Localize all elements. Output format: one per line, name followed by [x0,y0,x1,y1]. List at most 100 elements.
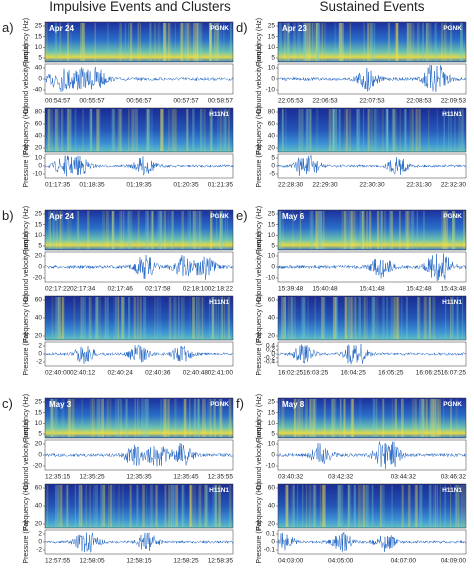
spectrogram-texture [226,297,229,339]
x-tick-label: 03:44:32 [391,474,417,481]
spectrogram-texture [163,399,167,437]
hydro-spectrogram [44,483,234,529]
spectrogram-texture [319,23,321,61]
spectrogram-texture [293,23,296,61]
spectrogram-texture [80,485,83,527]
spectrogram-texture [116,399,119,437]
date-label: May 6 [282,212,305,221]
spectrogram-texture [322,297,325,339]
spectrogram-texture [321,485,325,527]
spectrogram-texture [81,23,84,61]
spectrogram-texture [450,297,452,339]
spectrogram-texture [147,211,149,249]
spectrogram-texture [444,485,446,527]
spectrogram-texture [434,399,437,437]
y-tick-label: 10 [35,232,43,239]
spectrogram-texture [128,297,131,339]
spectrogram-texture [432,485,434,527]
spectrogram-texture [334,297,337,339]
spectrogram-texture [315,211,319,249]
spectrogram-texture [422,23,424,61]
x-tick-label: 12:35:25 [79,474,105,481]
spectrogram-texture [186,109,189,151]
spectrogram-texture [89,485,91,527]
seismic-spectrogram [277,21,467,63]
spectrogram-texture [120,297,124,339]
spectrogram-texture [394,23,397,61]
spectrogram-texture [220,297,224,339]
hydro-spectrogram [44,295,234,341]
y-axis-label: Frequency (Hz) [23,106,30,154]
spectrogram-texture [321,297,324,339]
spectrogram-texture [411,211,415,249]
spectrogram-texture [80,297,82,339]
spectrogram-texture [450,23,453,61]
spectrogram-texture [216,211,218,249]
panel-letter: e) [236,208,248,223]
spectrogram-texture [313,485,316,527]
spectrogram-texture [359,211,362,249]
x-tick-label: 16:07:25 [441,370,467,377]
x-tick-label: 22:30:30 [359,182,385,189]
y-axis-label: Ground velocity (um/s) [23,420,30,490]
spectrogram-texture [285,109,287,151]
spectrogram-texture [175,399,178,437]
spectrogram-texture [391,399,394,437]
spectrogram-texture [134,109,137,151]
y-tick-label: 10 [268,253,276,260]
spectrogram-texture [144,399,147,437]
spectrogram-texture [147,109,151,151]
spectrogram-texture [80,485,82,527]
spectrogram-texture [217,297,220,339]
y-tick-label: 5 [271,243,275,250]
spectrogram-texture [46,485,49,527]
y-tick-label: 5 [271,431,275,438]
spectrogram-texture [136,399,139,437]
spectrogram-texture [198,399,200,437]
spectrogram-texture [170,211,173,249]
x-tick-label: 02:40:00 [45,370,71,377]
panel-letter: f) [236,396,244,411]
spectrogram-texture [436,485,438,527]
spectrogram-texture [406,23,409,61]
spectrogram-texture [178,297,180,339]
spectrogram-texture [179,23,183,61]
spectrogram-texture [300,211,303,249]
spectrogram-texture [209,399,212,437]
x-tick-label: 01:19:35 [126,182,152,189]
spectrogram-texture [322,485,325,527]
spectrogram-texture [185,23,188,61]
spectrogram-texture [208,297,211,339]
spectrogram-texture [122,211,124,249]
spectrogram-texture [95,297,98,339]
spectrogram-texture [302,23,305,61]
spectrogram-texture [219,109,222,151]
spectrogram-texture [421,485,423,527]
spectrogram-texture [209,23,211,61]
spectrogram-texture [299,211,301,249]
waveform [278,441,467,469]
spectrogram-texture [362,297,366,339]
spectrogram-texture [367,485,370,527]
spectrogram-texture [444,211,448,249]
spectrogram-texture [102,485,106,527]
spectrogram-texture [202,297,205,339]
spectrogram-texture [293,399,296,437]
x-tick-label: 15:42:48 [406,286,432,293]
y-axis-label: Pressure (Pa) [256,332,263,375]
spectrogram-texture [461,297,464,339]
spectrogram-texture [332,399,335,437]
spectrogram-texture [405,211,408,249]
spectrogram-texture [158,211,162,249]
spectrogram-texture [61,109,63,151]
spectrogram-texture [150,211,154,249]
spectrogram-texture [362,211,365,249]
spectrogram-texture [338,485,341,527]
spectrogram-texture [428,297,430,339]
spectrogram-texture [98,109,101,151]
waveform [44,254,234,280]
spectrogram-texture [54,23,58,61]
spectrogram-texture [297,399,300,437]
spectrogram-texture [344,109,347,151]
spectrogram-texture [416,297,420,339]
